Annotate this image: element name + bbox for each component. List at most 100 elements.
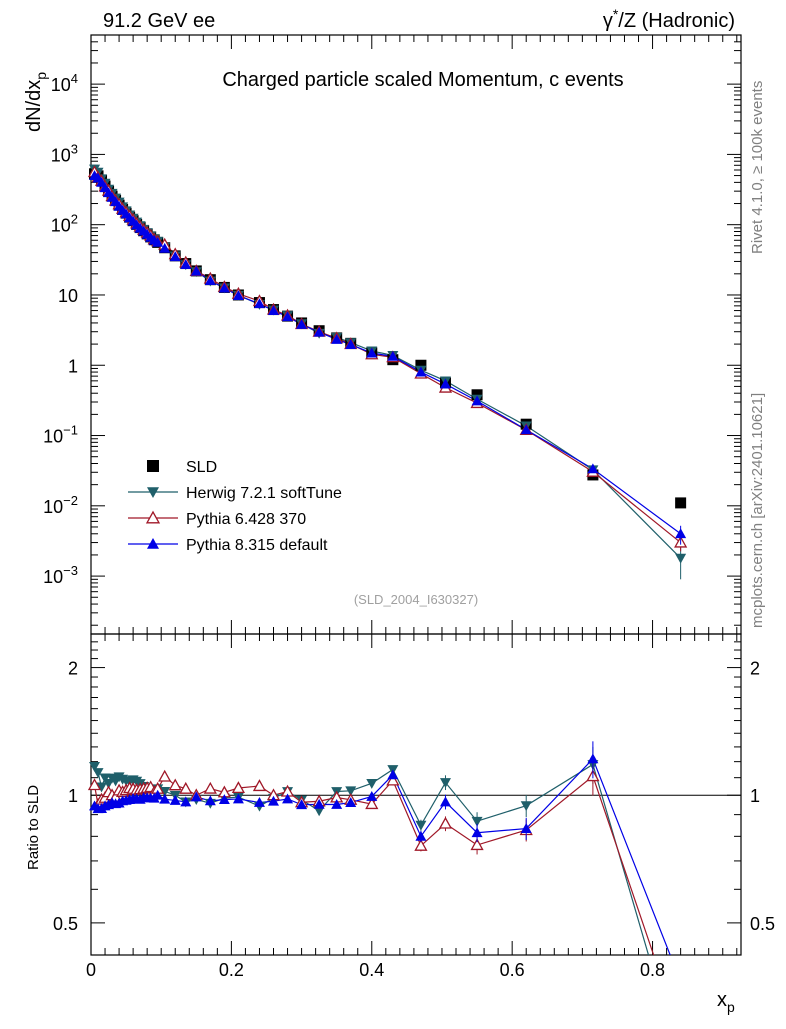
legend-marker-herwig-7-2-1-softtune (147, 487, 159, 498)
pythia-6-428-370-ratio-point (179, 781, 193, 794)
pythia-6-428-370-ratio-point (386, 773, 400, 786)
main-y-tick-label: 10−1 (43, 423, 78, 447)
pythia-8-315-default-ratio-point (218, 794, 230, 805)
herwig-7-2-1-softtune-ratio-point (99, 773, 111, 784)
pythia-8-315-default-point (313, 326, 325, 337)
main-y-tick-label: 103 (51, 141, 78, 165)
sld-point (415, 359, 427, 371)
pythia-6-428-370-ratio-point (203, 781, 217, 794)
pythia-8-315-default-point (675, 528, 687, 539)
legend-marker-pythia-6-428-370 (145, 510, 161, 524)
pythia-8-315-default-point (253, 298, 265, 309)
pythia-8-315-default-point (204, 275, 216, 286)
pythia-8-315-default-point (296, 319, 308, 329)
ratio-y-tick-label: 1 (68, 786, 78, 806)
pythia-6-428-370-ratio-point (252, 779, 267, 792)
pythia-8-315-default-ratio-point (253, 796, 265, 807)
pythia-8-315-default-ratio-point (204, 795, 216, 806)
pythia-6-428-370-ratio-point (168, 778, 182, 791)
herwig-7-2-1-softtune-ratio-point (92, 768, 104, 779)
ratio-y-tick-label-right: 2 (750, 659, 760, 679)
ratio-plot-frame (90, 633, 742, 956)
herwig-7-2-1-softtune-ratio-point (520, 801, 532, 812)
pythia-8-315-default-ratio-point (268, 795, 280, 806)
pythia-8-315-default-point (159, 242, 171, 253)
pythia-8-315-default-point (218, 282, 230, 293)
ratio-y-axis-label: Ratio to SLD (25, 785, 42, 870)
herwig-7-2-1-softtune-ratio-point (345, 786, 357, 797)
pythia-8-315-default-point (587, 463, 599, 474)
x-axis-label: xp (717, 989, 735, 1015)
pythia-8-315-default-point (520, 424, 532, 435)
pythia-8-315-default-ratio-point (415, 830, 427, 841)
herwig-7-2-1-softtune-ratio-point (415, 820, 427, 831)
pythia-8-315-default-point (268, 305, 280, 315)
pythia-8-315-default-point (232, 290, 244, 300)
sld-point (675, 497, 687, 509)
ratio-y-tick-label: 2 (68, 659, 78, 679)
legend-label-sld: SLD (186, 459, 217, 476)
ratio-y-tick-label-right: 1 (750, 786, 760, 806)
main-y-tick-label: 1 (68, 356, 78, 376)
pythia-8-315-default-ratio-point (232, 793, 244, 804)
pythia-6-428-370-ratio-point (470, 838, 484, 851)
pythia-8-315-default-ratio-point (296, 799, 308, 810)
pythia-6-428-370-ratio-point (158, 769, 172, 782)
pythia-8-315-default-ratio-point (520, 823, 532, 833)
header-right: γ*/Z (Hadronic) (603, 6, 735, 32)
legend-marker-pythia-8-315-default (147, 538, 159, 549)
pythia-8-315-default-ratio-point (387, 769, 399, 780)
legend-marker-sld (147, 460, 159, 472)
pythia-8-315-default-ratio-point (331, 798, 343, 809)
pythia-6-428-370-ratio-point (87, 778, 102, 791)
herwig-7-2-1-softtune-point (675, 553, 687, 564)
ratio-y-tick-label: 0.5 (53, 914, 78, 934)
pythia-6-428-370-ratio-point (365, 797, 379, 810)
legend-label-pythia-8-315-default: Pythia 8.315 default (186, 537, 328, 554)
herwig-7-2-1-softtune-ratio-point (439, 778, 451, 789)
rivet-version-label: Rivet 4.1.0, ≥ 100k events (749, 81, 766, 254)
herwig-7-2-1-softtune-ratio-point (159, 786, 171, 797)
pythia-8-315-default-ratio-point (366, 790, 378, 801)
pythia-8-315-default-point (387, 350, 399, 361)
pythia-8-315-default-point (180, 259, 192, 270)
pythia-8-315-default-point (471, 395, 483, 406)
pythia-8-315-default-ratio-point (180, 796, 192, 807)
x-tick-label: 0 (86, 960, 96, 980)
pythia-8-315-default-ratio-point (282, 793, 294, 804)
x-tick-label: 0.8 (640, 960, 665, 980)
header-left: 91.2 GeV ee (103, 10, 215, 32)
main-y-tick-label: 10−2 (43, 493, 78, 517)
pythia-8-315-default-ratio-point (159, 793, 171, 804)
herwig-7-2-1-softtune-ratio-point (313, 806, 325, 817)
herwig-7-2-1-softtune-ratio-point (89, 761, 101, 772)
x-tick-label: 0.4 (359, 960, 384, 980)
pythia-8-315-default-point (152, 236, 164, 247)
pythia-8-315-default-point (366, 347, 378, 358)
pythia-8-315-default-point (169, 251, 181, 262)
pythia-8-315-default-ratio-point (152, 789, 164, 800)
pythia-8-315-default-point (345, 339, 357, 349)
legend: SLD Herwig 7.2.1 softTune Pythia 6.428 370… (128, 459, 342, 554)
herwig-7-2-1-softtune-ratio-point (366, 778, 378, 789)
main-y-tick-label: 10−3 (43, 563, 78, 587)
pythia-6-428-370-ratio-point (414, 838, 428, 851)
legend-label-herwig-7-2-1-softtune: Herwig 7.2.1 softTune (186, 485, 342, 502)
main-y-tick-label: 10 (58, 286, 78, 306)
pythia-8-315-default-ratio-point (190, 791, 202, 802)
pythia-8-315-default-ratio-point (439, 796, 451, 807)
pythia-8-315-default-point (331, 333, 343, 344)
mcplots-label: mcplots.cern.ch [arXiv:2401.10621] (749, 393, 766, 628)
ratio-y-tick-label-right: 0.5 (750, 914, 775, 934)
x-tick-label: 0.2 (219, 960, 244, 980)
herwig-7-2-1-softtune-ratio-point (96, 782, 108, 793)
x-tick-label: 0.6 (500, 960, 525, 980)
pythia-8-315-default-ratio-point (587, 753, 599, 764)
pythia-6-428-370-ratio-line (93, 775, 655, 955)
pythia-8-315-default-point (439, 378, 451, 389)
ratio-plot-marks (87, 741, 671, 955)
main-y-tick-label: 102 (51, 212, 78, 236)
pythia-8-315-default-point (190, 265, 202, 276)
pythia-6-428-370-ratio-point (231, 781, 246, 794)
